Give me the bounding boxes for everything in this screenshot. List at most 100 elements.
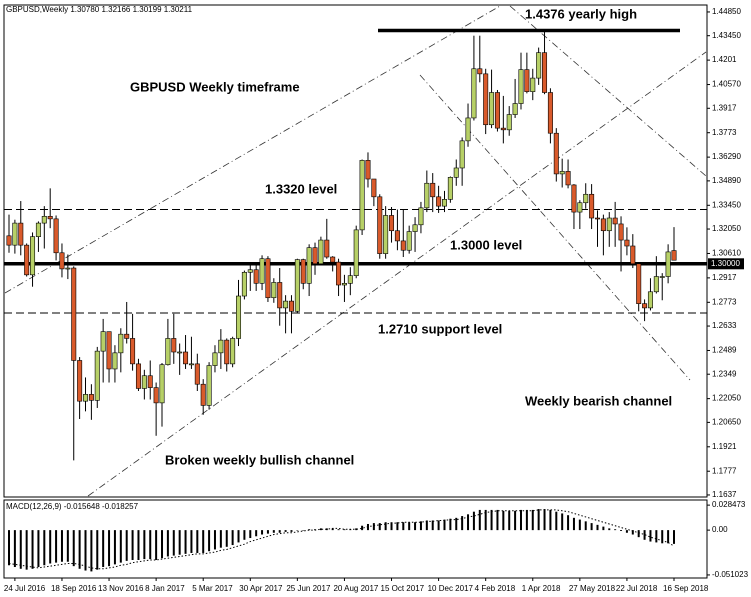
macd-bar xyxy=(673,530,675,544)
candle-body xyxy=(112,352,118,370)
macd-bar xyxy=(37,530,40,568)
candle-body xyxy=(547,92,553,134)
macd-bar xyxy=(78,530,81,569)
macd-tick-label: -0.051023 xyxy=(712,570,749,579)
candle-body xyxy=(583,193,589,204)
macd-bar xyxy=(578,519,581,531)
macd-bar xyxy=(390,522,393,531)
candle-body xyxy=(247,269,253,273)
candle-body xyxy=(212,352,218,366)
macd-bar xyxy=(455,517,458,531)
candle-body xyxy=(194,363,200,385)
x-tick-label: 8 Jan 2017 xyxy=(145,584,185,593)
y-tick-label: 1.1921 xyxy=(712,442,737,451)
y-tick-label: 1.43450 xyxy=(712,31,741,40)
macd-bar xyxy=(461,516,464,531)
bearish-channel-lower xyxy=(419,74,691,381)
annotation: Broken weekly bullish channel xyxy=(165,452,354,467)
candle-body xyxy=(253,269,259,284)
macd-bar xyxy=(231,530,234,546)
macd-bar xyxy=(149,530,152,560)
macd-bar xyxy=(555,511,558,531)
candle-body xyxy=(524,69,530,92)
candle-body xyxy=(83,394,89,402)
macd-header: MACD(12,26,9) -0.015648 -0.018257 xyxy=(6,502,139,511)
macd-bar xyxy=(608,528,611,531)
y-tick-label: 1.2489 xyxy=(712,346,737,355)
macd-bar xyxy=(549,509,552,531)
candle-body xyxy=(277,282,283,309)
macd-bar xyxy=(172,530,175,556)
macd-bar xyxy=(266,530,269,534)
macd-bar xyxy=(414,522,417,531)
y-tick-label: 1.22050 xyxy=(712,394,741,403)
x-tick-label: 16 Sep 2018 xyxy=(663,584,709,593)
candle-body xyxy=(283,300,289,309)
macd-bar xyxy=(237,530,240,543)
x-tick-label: 25 Jun 2017 xyxy=(286,584,331,593)
candle-body xyxy=(224,339,230,365)
macd-bar xyxy=(419,521,422,531)
candle-body xyxy=(177,351,183,354)
candle-body xyxy=(353,229,359,276)
macd-bar xyxy=(437,520,440,531)
annotation: 1.4376 yearly high xyxy=(525,6,637,21)
macd-bar xyxy=(408,522,411,531)
candle-body xyxy=(236,295,242,339)
y-tick-label: 1.44850 xyxy=(712,7,741,16)
macd-bar xyxy=(502,510,505,531)
candle-body xyxy=(377,196,383,254)
macd-bar xyxy=(155,530,158,560)
candle-body xyxy=(606,217,612,232)
macd-bar xyxy=(531,509,534,531)
candle-body xyxy=(312,247,318,265)
candle-body xyxy=(465,117,471,142)
macd-bar xyxy=(325,528,328,531)
candle-body xyxy=(147,375,153,388)
macd-bar xyxy=(331,528,334,531)
x-tick-label: 18 Sep 2016 xyxy=(51,584,97,593)
candle-body xyxy=(459,140,465,169)
macd-bar xyxy=(361,525,364,531)
candle-body xyxy=(630,245,636,265)
candle-body xyxy=(100,331,106,352)
candle-body xyxy=(300,259,306,284)
macd-bar xyxy=(284,530,287,532)
macd-bar xyxy=(402,522,405,531)
bearish-channel-upper xyxy=(509,5,707,177)
annotation: 1.3000 level xyxy=(450,237,522,252)
macd-bar xyxy=(467,514,470,531)
macd-bar xyxy=(249,530,252,539)
candle-body xyxy=(536,52,542,79)
candle-body xyxy=(106,331,112,370)
candle-body xyxy=(665,251,671,277)
macd-bar xyxy=(102,530,105,568)
channel-lines xyxy=(4,5,707,497)
annotation: Weekly bearish channel xyxy=(525,393,672,408)
candle-body xyxy=(200,383,206,406)
macd-bar xyxy=(49,530,52,564)
macd-bar xyxy=(125,530,128,561)
candle-body xyxy=(653,276,659,293)
macd-bar xyxy=(219,530,222,548)
candle-body xyxy=(553,132,559,175)
candle-body xyxy=(577,202,583,213)
candle-body xyxy=(124,333,130,339)
candle-body xyxy=(571,184,577,213)
candle-body xyxy=(365,160,371,180)
y-tick-label: 1.2633 xyxy=(712,321,737,330)
macd-bar xyxy=(543,509,546,531)
price-marker xyxy=(708,258,744,270)
macd-bar xyxy=(649,530,652,542)
candle-body xyxy=(542,52,548,93)
macd-tick-label: 0.00 xyxy=(712,525,728,534)
macd-bar xyxy=(55,530,58,563)
macd-bar xyxy=(372,523,375,531)
macd-bar xyxy=(8,530,10,566)
macd-bar xyxy=(184,530,187,554)
macd-bar xyxy=(25,530,28,570)
macd-bar xyxy=(484,509,487,531)
macd-bar xyxy=(261,530,264,535)
candle-body xyxy=(336,261,342,286)
